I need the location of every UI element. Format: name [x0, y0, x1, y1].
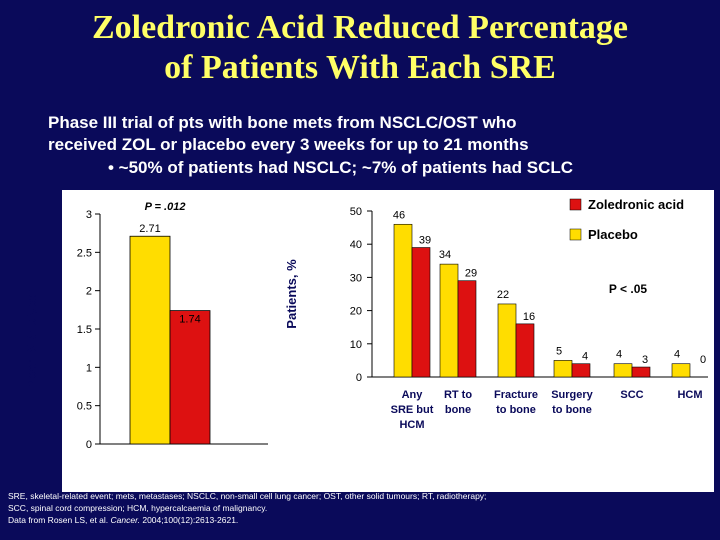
chart1-y-tick-label: 0.5	[77, 401, 92, 413]
chart2-bar-zoledronic	[411, 247, 431, 378]
chart1-bar-zoledronic	[169, 310, 211, 445]
chart2-data-label-placebo: 46	[393, 209, 405, 221]
chart2-bar-zoledronic	[515, 323, 535, 378]
chart1-y-tick-label: 2	[86, 286, 92, 298]
footnote-line-2: SCC, spinal cord compression; HCM, hyper…	[8, 503, 268, 513]
chart2-category-label: SCC	[620, 389, 643, 401]
chart2-bar-placebo	[393, 223, 413, 378]
chart2-data-label-zoledronic: 0	[700, 354, 706, 366]
subtitle-line-2: received ZOL or placebo every 3 weeks fo…	[48, 135, 529, 154]
footnote-source: Data from Rosen LS, et al. Cancer. 2004;…	[8, 514, 708, 526]
chart1-p-value: P = .012	[145, 201, 186, 213]
chart2-category-label: SRE but	[391, 404, 434, 416]
chart2-y-axis-label: Patients, %	[284, 259, 299, 329]
chart2-data-label-zoledronic: 29	[465, 268, 477, 280]
slide-title: Zoledronic Acid Reduced Percentage of Pa…	[0, 8, 720, 88]
chart2-data-label-placebo: 22	[497, 289, 509, 301]
legend-swatch-zoledronic	[569, 198, 582, 211]
chart2-bar-placebo	[439, 263, 459, 378]
chart2-category-label: Surgery	[551, 389, 593, 401]
legend-label-zoledronic: Zoledronic acid	[588, 197, 684, 212]
chart2-bar-zoledronic	[457, 280, 477, 378]
chart1-y-tick-label: 3	[86, 209, 92, 221]
source-prefix: Data from Rosen LS, et al.	[8, 515, 111, 525]
trial-description: Phase III trial of pts with bone mets fr…	[48, 112, 708, 156]
source-journal: Cancer.	[110, 515, 140, 525]
chart2-y-tick-label: 30	[350, 272, 362, 284]
chart2-data-label-zoledronic: 4	[582, 351, 588, 363]
chart2-data-label-zoledronic: 3	[642, 354, 648, 366]
source-suffix: 2004;100(12):2613-2621.	[139, 515, 239, 525]
chart1-y-tick-label: 0	[86, 439, 92, 451]
chart2-data-label-placebo: 5	[556, 345, 562, 357]
chart2-bar-placebo	[553, 360, 573, 378]
chart2-bar-zoledronic	[571, 363, 591, 378]
chart2-category-label: RT to	[444, 389, 472, 401]
chart2-y-tick-label: 50	[350, 206, 362, 218]
chart2-y-tick-label: 20	[350, 306, 362, 318]
chart2-bar-placebo	[497, 303, 517, 378]
chart1-y-tick-label: 1.5	[77, 324, 92, 336]
chart1-data-label: 1.74	[179, 314, 200, 326]
chart1-y-tick-label: 1	[86, 362, 92, 374]
chart2-category-label: HCM	[399, 419, 424, 431]
chart2-category-label: Any	[402, 389, 424, 401]
title-line-2: of Patients With Each SRE	[164, 49, 556, 86]
legend-swatch-placebo	[569, 228, 582, 241]
chart2-bar-placebo	[671, 363, 691, 378]
chart1-y-axis-label: Mean SREs/year	[24, 288, 39, 389]
chart2-data-label-zoledronic: 39	[419, 235, 431, 247]
footnote: SRE, skeletal-related event; mets, metas…	[8, 490, 708, 526]
chart1-bar-placebo	[129, 235, 171, 445]
chart2-y-tick-label: 40	[350, 239, 362, 251]
subtitle-line-1: Phase III trial of pts with bone mets fr…	[48, 113, 517, 132]
chart2-category-label: to bone	[552, 404, 592, 416]
chart2-category-label: to bone	[496, 404, 536, 416]
chart2-bar-placebo	[613, 363, 633, 378]
title-line-1: Zoledronic Acid Reduced Percentage	[91, 9, 629, 46]
chart2-category-label: bone	[445, 404, 471, 416]
chart1-y-tick-label: 2.5	[77, 247, 92, 259]
bullet-point: • ~50% of patients had NSCLC; ~7% of pat…	[108, 158, 574, 177]
chart2-y-tick-label: 10	[350, 339, 362, 351]
chart2-data-label-placebo: 4	[674, 349, 680, 361]
chart2-category-label: HCM	[677, 389, 702, 401]
chart2-y-tick-label: 0	[356, 372, 362, 384]
chart2-category-label: Fracture	[494, 389, 538, 401]
chart1-data-label: 2.71	[139, 223, 160, 235]
chart2-data-label-zoledronic: 16	[523, 311, 535, 323]
chart2-bar-zoledronic	[631, 366, 651, 378]
legend-label-placebo: Placebo	[588, 227, 638, 242]
chart2-data-label-placebo: 34	[439, 249, 451, 261]
chart2-p-value: P < .05	[609, 282, 647, 296]
chart2-data-label-placebo: 4	[616, 349, 622, 361]
footnote-line-1: SRE, skeletal-related event; mets, metas…	[8, 491, 487, 501]
